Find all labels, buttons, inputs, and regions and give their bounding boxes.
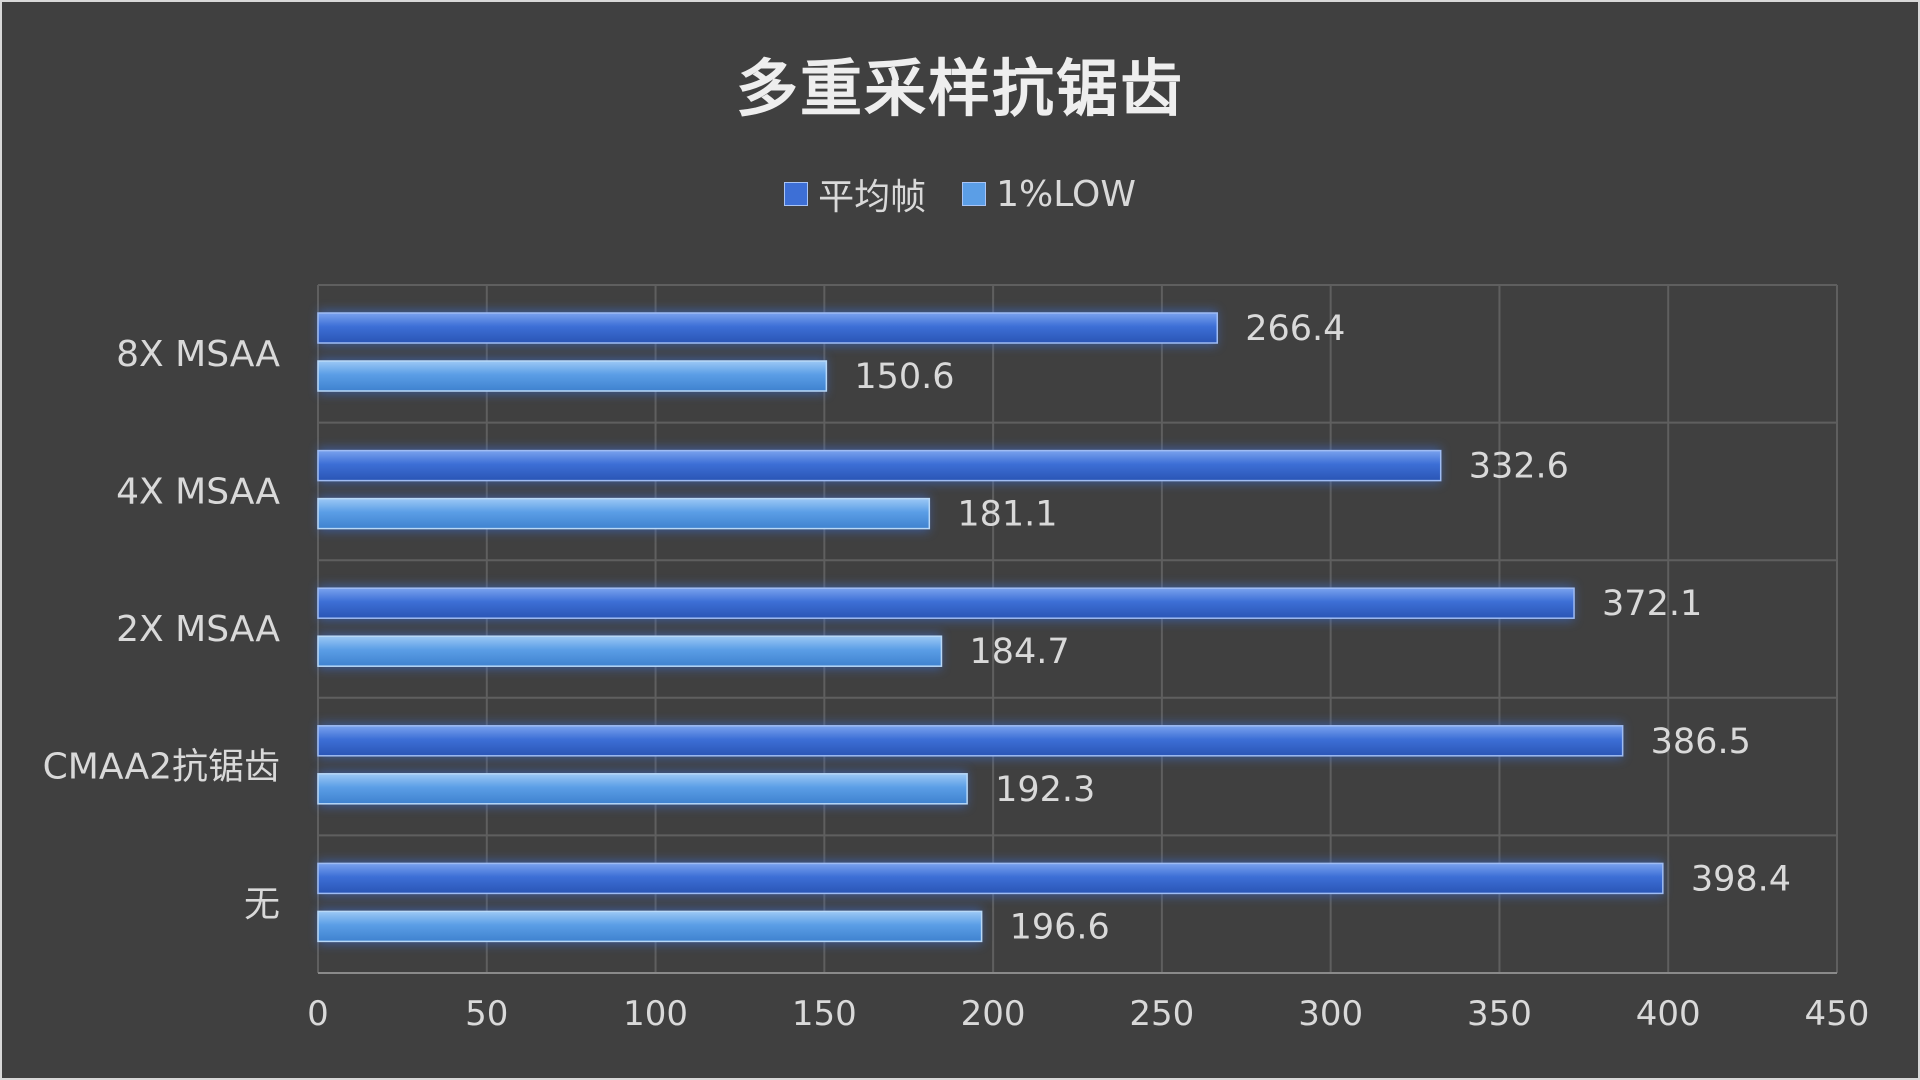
data-label: 266.4 [1245,309,1345,349]
x-tick-label: 300 [1298,994,1363,1034]
bar-avg-fps [317,587,1575,619]
bar-low-1pct [317,360,828,392]
category-label: 无 [244,884,280,925]
data-label: 398.4 [1691,859,1791,899]
data-label: 181.1 [957,495,1057,535]
x-tick-label: 350 [1467,994,1532,1034]
x-tick-label: 250 [1129,994,1194,1034]
x-tick-label: 100 [623,994,688,1034]
bar-avg-fps [317,312,1218,344]
category-label: 2X MSAA [116,609,280,650]
legend-swatch-series-1 [784,182,809,206]
bar-low-1pct [317,773,968,805]
category-label: 8X MSAA [116,334,280,375]
data-label: 386.5 [1651,722,1751,762]
x-tick-label: 450 [1805,994,1870,1034]
data-label: 150.6 [854,357,954,397]
bar-avg-fps [317,449,1442,482]
chart-legend: 平均帧 1%LOW [0,168,1920,220]
bar-avg-fps [317,862,1664,895]
bar-low-1pct [317,635,943,667]
legend-label-series-2: 1%LOW [996,173,1136,215]
bar-low-1pct [317,910,983,943]
bar-avg-fps [317,725,1624,757]
legend-item-series-2: 1%LOW [962,168,1136,220]
legend-label-series-1: 平均帧 [818,177,927,218]
data-label: 196.6 [1010,907,1110,947]
x-tick-label: 0 [307,994,329,1034]
legend-swatch-series-2 [962,182,987,206]
data-label: 184.7 [969,632,1069,672]
x-tick-label: 50 [465,994,508,1034]
category-label: 4X MSAA [116,471,280,512]
data-label: 192.3 [995,770,1095,810]
x-tick-label: 200 [961,994,1026,1034]
x-tick-label: 150 [792,994,857,1034]
data-label: 332.6 [1469,447,1569,487]
bar-low-1pct [317,497,931,530]
data-label: 372.1 [1602,584,1702,624]
category-label: CMAA2抗锯齿 [43,747,280,788]
chart-title: 多重采样抗锯齿 [735,52,1184,125]
x-tick-label: 400 [1636,994,1701,1034]
legend-item-series-1: 平均帧 [784,168,926,220]
